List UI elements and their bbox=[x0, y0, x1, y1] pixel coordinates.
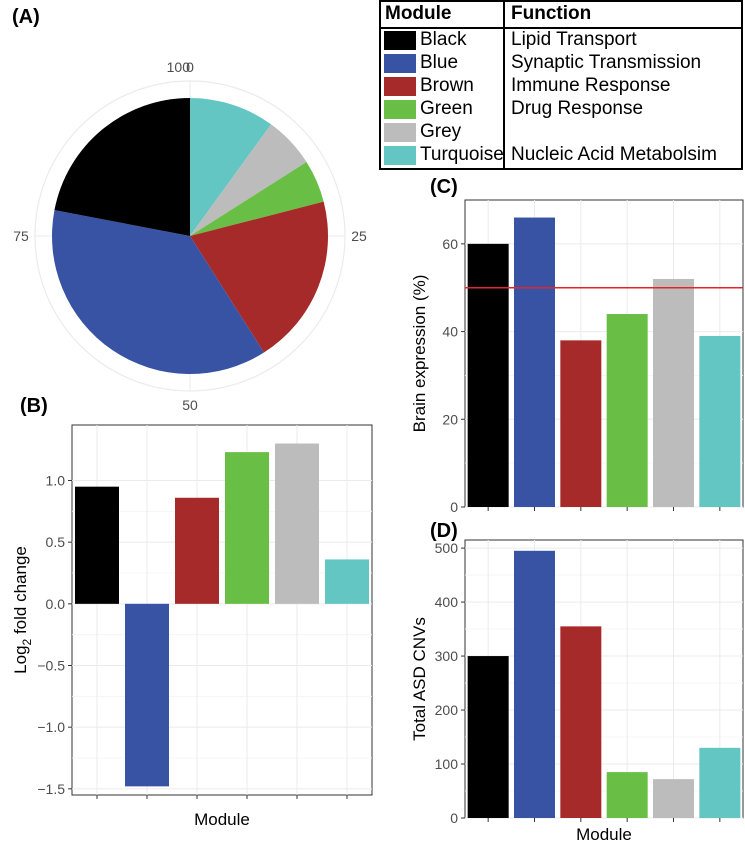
legend-module-name: Black bbox=[420, 29, 467, 50]
pie-radial-tick-label: 100 bbox=[167, 59, 191, 75]
bar-blue bbox=[125, 603, 169, 787]
y-axis-title: Brain expression (%) bbox=[410, 275, 429, 433]
legend-row-brown: Brown Immune Response bbox=[381, 75, 741, 98]
legend-row-grey: Grey bbox=[381, 121, 741, 144]
legend-swatch-brown bbox=[384, 77, 416, 96]
bar-brown bbox=[175, 497, 219, 604]
y-axis-title-main: Log bbox=[11, 645, 30, 673]
y-tick-label: 0.0 bbox=[46, 596, 66, 612]
plot-panel bbox=[464, 539, 744, 819]
pie-slice-black bbox=[54, 98, 190, 236]
legend-module-name: Green bbox=[420, 98, 473, 119]
legend-function-name: Lipid Transport bbox=[511, 29, 637, 50]
pie-chart-a: 0 25 50 75 100 bbox=[13, 59, 367, 413]
bar-turquoise bbox=[699, 747, 741, 818]
y-tick-label: −0.5 bbox=[37, 658, 65, 674]
bar-blue bbox=[514, 217, 555, 508]
legend-row-black: Black Lipid Transport bbox=[381, 29, 741, 52]
bar-chart-d: 0 100 200 300 400 500 Module Total ASD CNVs bbox=[410, 539, 744, 844]
legend-header-function: Function bbox=[511, 3, 592, 24]
y-axis-title: Log2 fold change bbox=[11, 546, 34, 674]
panel-label-d: (D) bbox=[430, 520, 458, 542]
legend-module-name: Turquoise bbox=[420, 144, 504, 165]
bar-brown bbox=[560, 626, 602, 818]
y-tick-label: 1.0 bbox=[46, 473, 66, 489]
y-tick-label: 300 bbox=[435, 648, 459, 664]
legend-swatch-green bbox=[384, 100, 416, 119]
bar-brown bbox=[560, 340, 602, 507]
legend-module-name: Brown bbox=[420, 75, 474, 96]
legend-module-name: Blue bbox=[420, 52, 459, 73]
y-tick-label: 60 bbox=[442, 236, 458, 252]
legend-divider bbox=[503, 2, 505, 168]
legend-function-name: Nucleic Acid Metabolsim bbox=[511, 144, 717, 165]
pie-slice-green bbox=[190, 162, 324, 236]
legend-module-name: Grey bbox=[420, 121, 462, 142]
legend-row-green: Green Drug Response bbox=[381, 98, 741, 121]
legend-swatch-black bbox=[384, 31, 416, 50]
bar-chart-c: 0 20 40 60 Brain expression (%) bbox=[410, 199, 744, 515]
legend-row-turquoise: Turquoise Nucleic Acid Metabolsim bbox=[381, 144, 741, 167]
x-axis-title: Module bbox=[576, 825, 632, 844]
plot-panel bbox=[464, 199, 744, 508]
bar-green bbox=[606, 772, 648, 818]
y-axis-title-text: Brain expression (%) bbox=[410, 275, 429, 433]
y-tick-label: 0 bbox=[450, 810, 458, 826]
y-axis-title-rest: fold change bbox=[11, 546, 30, 639]
pie-radial-tick-label: 0 bbox=[186, 59, 194, 75]
panel-label-a: (A) bbox=[12, 6, 40, 28]
y-tick-label: 0.5 bbox=[46, 534, 66, 550]
y-tick-label: 20 bbox=[442, 411, 458, 427]
y-tick-label: 400 bbox=[435, 594, 459, 610]
y-tick-label: −1.5 bbox=[37, 781, 65, 797]
pie-slice-turquoise bbox=[190, 98, 272, 236]
bar-black bbox=[75, 486, 119, 604]
y-tick-label: 100 bbox=[435, 756, 459, 772]
y-tick-label: −1.0 bbox=[37, 719, 65, 735]
bar-turquoise bbox=[699, 335, 741, 507]
bar-chart-b: −1.5 −1.0 −0.5 0.0 0.5 1.0 Module Log2 fold cha… bbox=[11, 424, 373, 829]
legend-function-name: Synaptic Transmission bbox=[511, 52, 702, 73]
bar-grey bbox=[653, 779, 694, 818]
legend-swatch-blue bbox=[384, 54, 416, 73]
pie-radial-tick-label: 50 bbox=[182, 397, 198, 413]
y-axis-title-subscript: 2 bbox=[20, 638, 34, 645]
panel-label-c: (C) bbox=[430, 176, 458, 198]
y-axis-title-text: Total ASD CNVs bbox=[410, 617, 429, 741]
bar-blue bbox=[514, 550, 555, 818]
pie-radial-tick-label: 25 bbox=[351, 228, 367, 244]
pie-radial-tick-label: 75 bbox=[13, 228, 29, 244]
bar-green bbox=[225, 452, 269, 604]
y-tick-label: 40 bbox=[442, 324, 458, 340]
legend-function-name: Drug Response bbox=[511, 98, 644, 119]
x-axis-title: Module bbox=[194, 810, 250, 829]
y-axis-title: Total ASD CNVs bbox=[410, 617, 429, 741]
y-tick-label: 200 bbox=[435, 702, 459, 718]
legend-swatch-turquoise bbox=[384, 146, 416, 165]
bar-black bbox=[467, 243, 509, 507]
bar-green bbox=[606, 314, 648, 507]
plot-panel bbox=[71, 424, 373, 796]
panel-label-b: (B) bbox=[20, 395, 48, 417]
pie-slice-brown bbox=[190, 201, 328, 353]
pie-slice-blue bbox=[52, 210, 264, 374]
legend-header-module: Module bbox=[385, 3, 452, 24]
bar-grey bbox=[275, 443, 319, 604]
y-tick-label: 0 bbox=[450, 499, 458, 515]
legend-row-blue: Blue Synaptic Transmission bbox=[381, 52, 741, 75]
legend-function-name: Immune Response bbox=[511, 75, 671, 96]
legend-header: Module Function bbox=[381, 2, 741, 29]
bar-turquoise bbox=[325, 559, 369, 604]
legend-swatch-grey bbox=[384, 123, 416, 142]
pie-slice-grey bbox=[190, 124, 307, 236]
module-function-legend: Module Function Black Lipid Transport Blue… bbox=[379, 0, 743, 170]
bar-grey bbox=[653, 278, 694, 507]
bar-black bbox=[467, 656, 509, 818]
y-tick-label: 500 bbox=[435, 540, 459, 556]
